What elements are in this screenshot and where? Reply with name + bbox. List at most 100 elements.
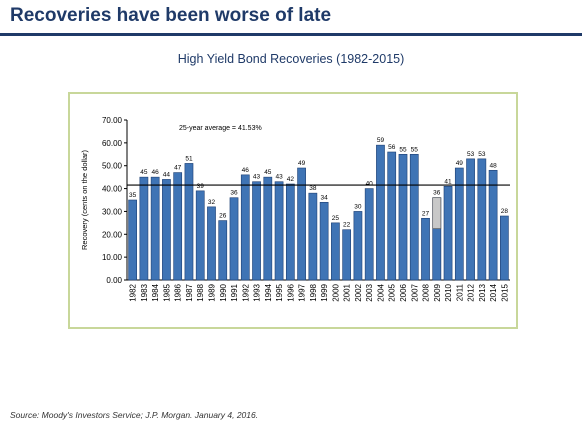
chart-frame: 0.00 10.00 20.00 30.00 40.00 50.00 60.00 70.00 R… xyxy=(68,92,518,329)
x-tick-label: 1982 xyxy=(129,283,138,301)
data-label: 39 xyxy=(197,183,205,190)
bar-1995 xyxy=(274,181,284,281)
bar-1982 xyxy=(128,199,137,281)
x-tick-label: 2002 xyxy=(354,283,363,301)
x-tick-label: 1997 xyxy=(298,283,307,301)
bar-2004 xyxy=(376,144,385,281)
x-tick-label: 2015 xyxy=(500,283,509,301)
data-label: 28 xyxy=(501,208,509,215)
bar-2012 xyxy=(466,158,475,281)
x-tick-label: 2004 xyxy=(376,283,385,301)
data-label: 55 xyxy=(411,146,419,153)
x-tick-label: 2003 xyxy=(365,283,374,301)
bar-1984 xyxy=(150,176,160,281)
data-label: 26 xyxy=(219,213,227,220)
bar-2006 xyxy=(398,153,408,281)
bar-1996 xyxy=(285,183,295,281)
y-tick-label: 10.00 xyxy=(102,253,123,262)
bar-2010 xyxy=(443,185,453,281)
bar-chart: 0.00 10.00 20.00 30.00 40.00 50.00 60.00 70.00 R… xyxy=(80,116,510,302)
x-tick-label: 1999 xyxy=(320,283,329,301)
data-label: 56 xyxy=(388,144,396,151)
x-tick-label: 1996 xyxy=(286,283,295,301)
data-label: 53 xyxy=(467,151,475,158)
y-tick-label: 60.00 xyxy=(102,139,123,148)
bar-1988 xyxy=(195,190,205,281)
bar-2001 xyxy=(342,229,352,281)
data-label: 22 xyxy=(343,222,351,229)
x-tick-label: 2012 xyxy=(467,283,476,301)
slide-title: Recoveries have been worse of late xyxy=(10,5,332,26)
x-tick-label: 2014 xyxy=(489,283,498,301)
data-label: 48 xyxy=(489,162,497,169)
bar-2011 xyxy=(454,167,464,281)
data-label: 36 xyxy=(230,190,238,197)
x-tick-label: 1993 xyxy=(253,283,262,301)
y-tick-label: 50.00 xyxy=(102,162,123,171)
data-label: 49 xyxy=(456,160,464,167)
x-tick-label: 1990 xyxy=(219,283,228,301)
bar-1989 xyxy=(207,206,216,281)
data-label: 55 xyxy=(399,146,407,153)
chart-title: High Yield Bond Recoveries (1982-2015) xyxy=(177,52,405,66)
x-tick-label: 1994 xyxy=(264,283,273,301)
data-label: 38 xyxy=(309,185,317,192)
bar-2000 xyxy=(331,222,340,281)
bar-1985 xyxy=(162,179,171,281)
x-tick-label: 1992 xyxy=(241,283,250,301)
data-label: 44 xyxy=(163,171,171,178)
x-tick-label: 2013 xyxy=(478,283,487,301)
bar-2015 xyxy=(500,215,509,281)
data-label: 59 xyxy=(377,137,385,144)
title-rule xyxy=(0,33,582,36)
bar-1992 xyxy=(240,174,250,281)
data-label: 43 xyxy=(275,174,283,181)
average-label: 25-year average = 41.53% xyxy=(179,125,262,132)
bar-1999 xyxy=(319,201,329,281)
x-tick-label: 2005 xyxy=(388,283,397,301)
data-label: 47 xyxy=(174,165,182,172)
data-label: 45 xyxy=(264,169,272,176)
x-tick-label: 1983 xyxy=(140,283,149,301)
bar-2002 xyxy=(353,211,363,281)
y-tick-label: 70.00 xyxy=(102,116,123,125)
bar-2014 xyxy=(488,169,498,281)
data-label: 46 xyxy=(152,169,160,176)
data-label: 32 xyxy=(208,199,216,206)
bar-1983 xyxy=(139,176,149,281)
x-tick-label: 2001 xyxy=(343,283,352,301)
x-tick-label: 2007 xyxy=(410,283,419,301)
data-label: 53 xyxy=(478,151,486,158)
y-axis-label: Recovery (cents on the dollar) xyxy=(80,149,89,250)
bar-2003 xyxy=(364,188,374,281)
y-tick-label: 0.00 xyxy=(106,276,122,285)
data-label: 40 xyxy=(366,181,374,188)
y-tick-label: 30.00 xyxy=(102,207,123,216)
data-label: 35 xyxy=(129,192,137,199)
x-tick-label: 2010 xyxy=(444,283,453,301)
data-label: 46 xyxy=(242,167,250,174)
data-label: 34 xyxy=(321,194,329,201)
x-tick-label: 1988 xyxy=(196,283,205,301)
data-label: 41 xyxy=(444,178,452,185)
bar-2007 xyxy=(409,153,419,281)
x-tick-label: 2011 xyxy=(455,283,464,301)
bar-2008 xyxy=(421,217,430,281)
bar-1986 xyxy=(173,172,183,281)
bar-1997 xyxy=(297,167,306,281)
x-tick-label: 2008 xyxy=(422,283,431,301)
bar-1998 xyxy=(308,192,318,281)
y-tick-label: 20.00 xyxy=(102,230,123,239)
x-tick-label: 1998 xyxy=(309,283,318,301)
data-label: 42 xyxy=(287,176,295,183)
data-label: 49 xyxy=(298,160,306,167)
x-tick-label: 2000 xyxy=(331,283,340,301)
x-tick-label: 1987 xyxy=(185,283,194,301)
data-label: 25 xyxy=(332,215,340,222)
x-tick-label: 1989 xyxy=(207,283,216,301)
x-tick-label: 1986 xyxy=(174,283,183,301)
data-label: 51 xyxy=(185,155,193,162)
data-label: 27 xyxy=(422,210,430,217)
y-tick-label: 40.00 xyxy=(102,185,123,194)
x-tick-label: 1985 xyxy=(162,283,171,301)
